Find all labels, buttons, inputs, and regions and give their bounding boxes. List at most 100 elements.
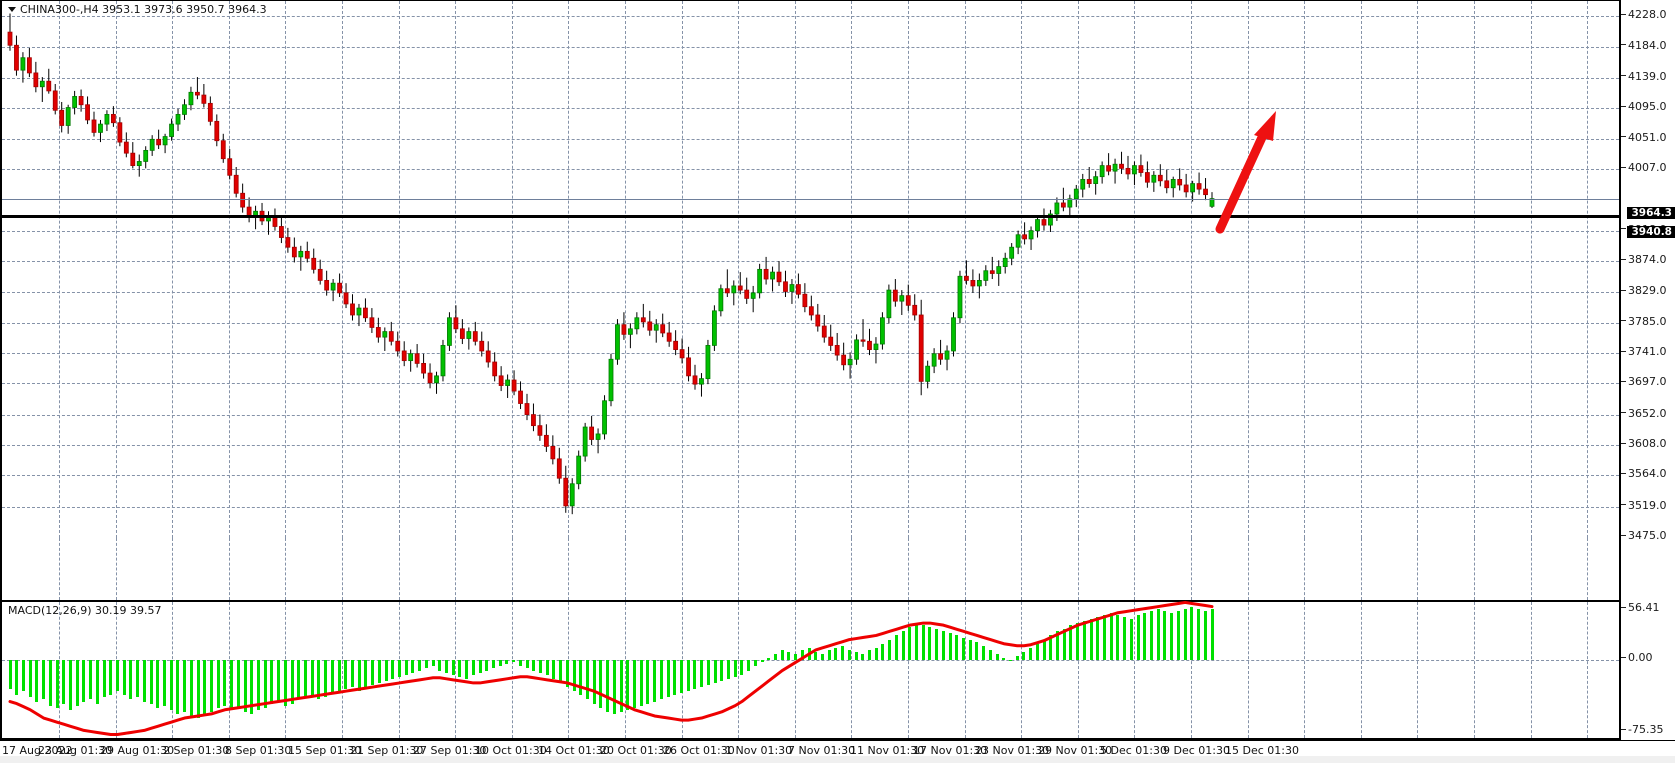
grid-line-v xyxy=(59,1,60,538)
grid-line-v xyxy=(1361,538,1362,600)
macd-histogram-bar xyxy=(364,660,368,690)
macd-histogram-bar xyxy=(1197,608,1201,661)
macd-histogram xyxy=(2,602,1619,738)
red-up-arrow-annotation[interactable] xyxy=(2,1,1619,537)
grid-line-h xyxy=(2,292,1619,294)
macd-histogram-bar xyxy=(861,654,865,661)
macd-histogram-bar xyxy=(344,660,348,690)
grid-line-v xyxy=(738,538,739,600)
grid-line-v xyxy=(512,538,513,600)
time-axis-label: 21 Sep 01:30 xyxy=(350,744,424,757)
macd-histogram-bar xyxy=(800,649,804,661)
macd-histogram-bar xyxy=(129,660,133,700)
grid-line-h xyxy=(2,506,1619,508)
macd-histogram-bar xyxy=(324,660,328,698)
grid-line-v xyxy=(1474,538,1475,600)
price-tick-label: 3829.0 xyxy=(1621,285,1675,296)
grid-line-v xyxy=(1474,1,1475,538)
grid-line-v xyxy=(965,538,966,600)
macd-histogram-bar xyxy=(559,660,563,683)
macd-histogram-bar xyxy=(1076,623,1080,661)
macd-histogram-bar xyxy=(498,660,502,667)
macd-histogram-bar xyxy=(230,660,234,710)
macd-histogram-bar xyxy=(350,660,354,688)
macd-histogram-bar xyxy=(283,660,287,706)
price-chart-pane[interactable]: CHINA300-,H4 3953.1 3973.6 3950.7 3964.3 xyxy=(0,0,1619,538)
macd-histogram-bar xyxy=(673,660,677,696)
macd-histogram-bar xyxy=(485,660,489,671)
grid-line-v xyxy=(1248,1,1249,538)
grid-line-v xyxy=(285,538,286,600)
macd-indicator-pane[interactable]: MACD(12,26,9) 30.19 39.57 xyxy=(0,600,1619,740)
macd-histogram-bar xyxy=(619,660,623,712)
grid-line-v xyxy=(1191,538,1192,600)
macd-histogram-bar xyxy=(988,649,992,661)
macd-histogram-bar xyxy=(1176,610,1180,661)
grid-line-v xyxy=(285,1,286,538)
grid-line-h xyxy=(2,353,1619,355)
macd-histogram-bar xyxy=(418,660,422,671)
grid-line-v xyxy=(682,1,683,538)
grid-line-h xyxy=(2,108,1619,110)
grid-line-v xyxy=(1361,602,1362,738)
macd-histogram-bar xyxy=(518,660,522,667)
time-axis-label: 10 Oct 01:30 xyxy=(475,744,547,757)
macd-histogram-bar xyxy=(1123,616,1127,661)
macd-histogram-bar xyxy=(303,660,307,698)
price-tick-label: 3697.0 xyxy=(1621,376,1675,387)
macd-histogram-bar xyxy=(465,660,469,679)
level-price-marker: 3940.8 xyxy=(1627,226,1675,238)
time-axis-label: 23 Aug 01:30 xyxy=(38,744,113,757)
time-axis-label: 11 Nov 01:30 xyxy=(850,744,925,757)
grid-line-v xyxy=(1021,538,1022,600)
grid-line-v xyxy=(1587,1,1588,538)
macd-histogram-bar xyxy=(1082,621,1086,661)
price-axis[interactable]: 4228.04184.04139.04095.04051.04007.03918… xyxy=(1619,0,1675,740)
macd-histogram-bar xyxy=(512,660,516,663)
macd-histogram-bar xyxy=(250,660,254,714)
macd-histogram-bar xyxy=(458,660,462,677)
last-price-line xyxy=(2,198,1619,200)
macd-histogram-bar xyxy=(868,649,872,661)
macd-histogram-bar xyxy=(1150,610,1154,661)
macd-histogram-bar xyxy=(277,660,281,702)
grid-line-v xyxy=(1417,1,1418,538)
price-tick-label: 4139.0 xyxy=(1621,71,1675,82)
grid-line-h xyxy=(2,16,1619,18)
macd-histogram-bar xyxy=(1136,614,1140,661)
macd-histogram-bar xyxy=(337,660,341,692)
time-axis-label: 26 Oct 01:30 xyxy=(663,744,735,757)
macd-histogram-bar xyxy=(1163,610,1167,661)
grid-line-v xyxy=(1531,538,1532,600)
macd-histogram-bar xyxy=(995,654,999,661)
macd-histogram-bar xyxy=(921,625,925,661)
price-tick-label: 4007.0 xyxy=(1621,162,1675,173)
grid-line-h xyxy=(2,138,1619,140)
macd-histogram-bar xyxy=(525,660,529,669)
macd-histogram-bar xyxy=(156,660,160,708)
macd-histogram-bar xyxy=(256,660,260,710)
macd-histogram-bar xyxy=(28,660,32,698)
macd-histogram-bar xyxy=(787,651,791,661)
grid-line-v xyxy=(1417,538,1418,600)
grid-line-v xyxy=(455,1,456,538)
grid-line-v xyxy=(1304,538,1305,600)
macd-histogram-bar xyxy=(1109,612,1113,661)
macd-histogram-bar xyxy=(1190,606,1194,661)
macd-histogram-bar xyxy=(89,660,93,700)
time-axis-label: 15 Dec 01:30 xyxy=(1225,744,1299,757)
gap-grid xyxy=(2,538,1619,600)
symbol-header-text: CHINA300-,H4 3953.1 3973.6 3950.7 3964.3 xyxy=(20,3,267,16)
macd-histogram-bar xyxy=(774,654,778,661)
macd-histogram-bar xyxy=(935,629,939,661)
macd-histogram-bar xyxy=(928,627,932,661)
macd-histogram-bar xyxy=(1035,643,1039,661)
collapse-caret-icon[interactable] xyxy=(8,6,16,12)
macd-histogram-bar xyxy=(874,647,878,661)
macd-histogram-bar xyxy=(1116,614,1120,661)
macd-histogram-bar xyxy=(767,658,771,661)
grid-line-v xyxy=(795,1,796,538)
price-tick-label: 3564.0 xyxy=(1621,468,1675,479)
macd-histogram-bar xyxy=(653,660,657,702)
macd-histogram-bar xyxy=(183,660,187,712)
